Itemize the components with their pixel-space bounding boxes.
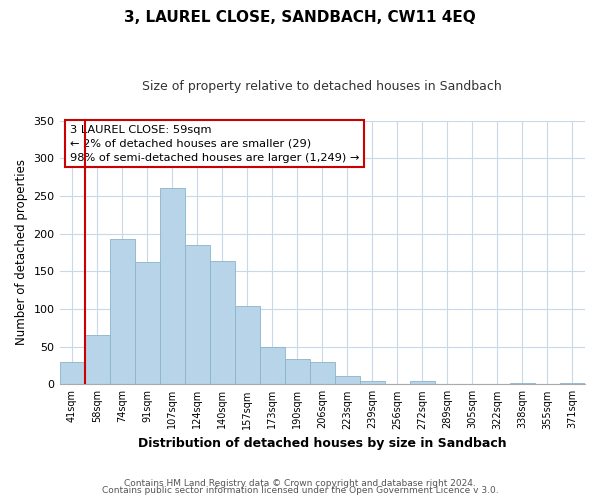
- Text: Contains public sector information licensed under the Open Government Licence v : Contains public sector information licen…: [101, 486, 499, 495]
- Text: 3, LAUREL CLOSE, SANDBACH, CW11 4EQ: 3, LAUREL CLOSE, SANDBACH, CW11 4EQ: [124, 10, 476, 25]
- Bar: [410, 380, 435, 384]
- Bar: [310, 362, 335, 384]
- Bar: [160, 188, 185, 384]
- Y-axis label: Number of detached properties: Number of detached properties: [15, 160, 28, 346]
- Bar: [134, 262, 160, 384]
- Bar: [335, 376, 360, 384]
- Text: Contains HM Land Registry data © Crown copyright and database right 2024.: Contains HM Land Registry data © Crown c…: [124, 478, 476, 488]
- Bar: [360, 380, 385, 384]
- Bar: [185, 245, 209, 384]
- Bar: [235, 306, 260, 384]
- Title: Size of property relative to detached houses in Sandbach: Size of property relative to detached ho…: [142, 80, 502, 93]
- X-axis label: Distribution of detached houses by size in Sandbach: Distribution of detached houses by size …: [138, 437, 506, 450]
- Bar: [110, 239, 134, 384]
- Bar: [285, 360, 310, 384]
- Bar: [510, 383, 535, 384]
- Text: 3 LAUREL CLOSE: 59sqm
← 2% of detached houses are smaller (29)
98% of semi-detac: 3 LAUREL CLOSE: 59sqm ← 2% of detached h…: [70, 124, 359, 162]
- Bar: [85, 336, 110, 384]
- Bar: [59, 362, 85, 384]
- Bar: [560, 383, 585, 384]
- Bar: [260, 346, 285, 385]
- Bar: [209, 262, 235, 384]
